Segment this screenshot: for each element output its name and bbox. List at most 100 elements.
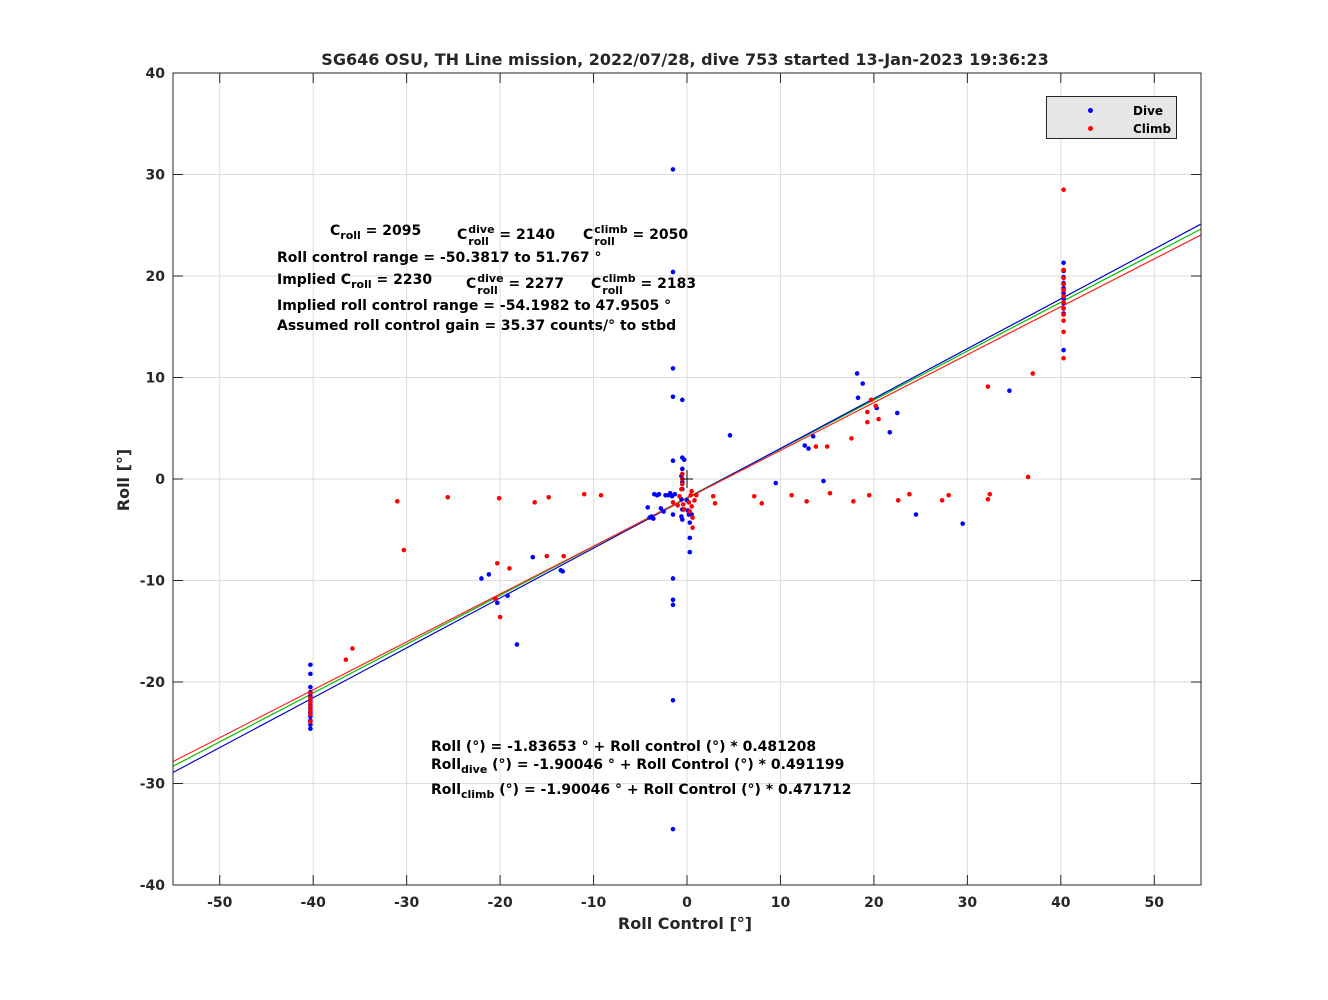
implied-c-roll-dive-sub: roll <box>477 284 498 297</box>
data-point-dive <box>651 516 656 521</box>
data-point-climb <box>689 504 694 509</box>
data-point-dive <box>645 505 651 510</box>
data-point-climb <box>865 409 870 415</box>
data-point-climb <box>789 492 794 498</box>
fit-equation-climb-prefix: Roll <box>431 782 461 798</box>
legend-item-climb: Climb <box>1047 120 1178 136</box>
gain-annotation: Assumed roll control gain = 35.37 counts… <box>277 318 677 334</box>
data-point-dive <box>670 269 676 275</box>
legend-dive-marker <box>1088 108 1093 113</box>
c-roll-value: = 2095 <box>360 223 422 239</box>
data-point-climb <box>680 502 686 507</box>
data-point-climb <box>1061 329 1066 335</box>
data-point-dive <box>687 535 693 541</box>
data-point-climb <box>494 560 500 566</box>
data-point-climb <box>308 712 313 717</box>
data-point-dive <box>486 572 492 577</box>
y-tick-label: 10 <box>146 371 166 387</box>
data-point-dive <box>670 697 676 703</box>
c-roll-climb-sup: climb <box>594 223 628 236</box>
data-point-climb <box>1061 287 1066 293</box>
data-point-dive <box>670 167 676 172</box>
data-point-dive <box>672 491 678 497</box>
data-point-climb <box>1061 306 1066 311</box>
data-point-dive <box>670 576 676 581</box>
data-point-dive <box>670 458 676 464</box>
data-point-climb <box>804 499 809 504</box>
data-point-dive <box>860 381 865 386</box>
fit-equation-climb-rest: (°) = -1.90046 ° + Roll Control (°) * 0.… <box>494 782 852 798</box>
data-point-dive <box>1061 260 1066 266</box>
legend: Dive Climb <box>1046 96 1177 139</box>
implied-c-roll-dive-symbol: C <box>466 276 477 292</box>
data-point-climb <box>687 509 693 514</box>
data-point-dive <box>670 597 676 603</box>
data-point-climb <box>1061 300 1066 305</box>
data-point-dive <box>855 395 861 401</box>
c-roll-sub: roll <box>340 229 361 242</box>
data-point-climb <box>907 491 912 497</box>
data-point-climb <box>680 471 685 477</box>
data-point-climb <box>824 444 830 449</box>
data-point-dive <box>810 434 816 439</box>
data-point-dive <box>670 602 676 608</box>
data-point-dive <box>913 512 919 517</box>
data-point-dive <box>661 509 666 514</box>
data-point-climb <box>939 498 945 503</box>
data-point-climb <box>946 492 951 498</box>
data-point-climb <box>710 493 716 499</box>
data-point-dive <box>514 642 520 647</box>
data-point-climb <box>497 614 503 620</box>
x-axis-label: Roll Control [°] <box>618 914 752 933</box>
data-point-climb <box>686 500 692 505</box>
data-point-climb <box>308 695 313 701</box>
x-tick-label: 10 <box>771 895 791 911</box>
data-point-climb <box>1061 275 1066 281</box>
fit-equation-climb: Rollclimb (°) = -1.90046 ° + Roll Contro… <box>431 782 852 800</box>
data-point-climb <box>759 501 765 506</box>
data-point-dive <box>821 478 826 484</box>
legend-dive-label: Dive <box>1133 104 1164 118</box>
y-tick-label: 30 <box>146 168 166 184</box>
implied-c-roll-dive-value: = 2277 <box>503 276 565 292</box>
y-tick-label: -40 <box>140 878 166 894</box>
y-tick-label: -10 <box>140 574 166 590</box>
data-point-dive <box>802 443 808 448</box>
data-point-dive <box>670 366 676 371</box>
data-point-climb <box>865 419 870 425</box>
data-point-dive <box>308 684 313 690</box>
data-point-dive <box>894 410 900 416</box>
implied-c-roll-dive-sup: dive <box>477 272 504 285</box>
data-point-climb <box>868 397 874 403</box>
implied-c-roll-value: = 2230 <box>371 272 433 288</box>
data-point-climb <box>308 700 313 705</box>
data-point-dive <box>960 521 965 526</box>
data-point-dive <box>680 397 685 403</box>
data-point-climb <box>1061 281 1066 287</box>
data-point-climb <box>343 657 349 662</box>
data-point-climb <box>813 444 819 449</box>
data-point-climb <box>308 704 313 709</box>
implied-c-roll-climb-symbol: C <box>591 276 602 292</box>
x-tick-label: -40 <box>301 895 327 911</box>
y-tick-label: 40 <box>146 66 166 82</box>
data-point-climb <box>1061 355 1066 361</box>
data-point-dive <box>308 671 313 677</box>
fit-equation-all: Roll (°) = -1.83653 ° + Roll control (°)… <box>431 739 817 755</box>
x-tick-label: -30 <box>394 895 420 911</box>
data-point-climb <box>895 498 901 503</box>
data-point-dive <box>560 569 566 574</box>
data-point-dive <box>887 430 893 435</box>
x-tick-label: 20 <box>864 895 884 911</box>
data-point-climb <box>581 491 587 497</box>
data-point-dive <box>670 394 676 400</box>
x-tick-label: -50 <box>207 895 233 911</box>
data-point-dive <box>670 512 676 517</box>
legend-item-dive: Dive <box>1047 102 1178 118</box>
data-point-climb <box>308 690 313 696</box>
data-point-climb <box>851 499 856 504</box>
data-point-dive <box>1007 388 1012 393</box>
data-point-dive <box>494 600 500 606</box>
